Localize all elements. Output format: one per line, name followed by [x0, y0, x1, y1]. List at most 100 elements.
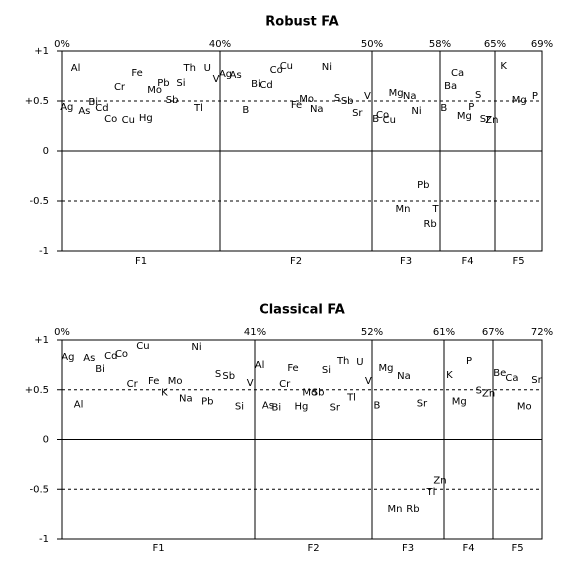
element-label: Cu: [122, 115, 135, 126]
element-label: As: [230, 70, 242, 81]
element-label: K: [161, 388, 168, 399]
element-label: Bi: [251, 79, 261, 90]
element-label: Hg: [294, 402, 308, 413]
factor-name: F3: [400, 256, 412, 267]
element-label: Rb: [423, 219, 436, 230]
y-tick-label: +0.5: [25, 385, 49, 396]
element-label: Ni: [322, 62, 332, 73]
element-label: Si: [322, 365, 331, 376]
element-label: Mo: [302, 388, 317, 399]
element-label: P: [466, 356, 472, 367]
element-label: Sb: [341, 96, 354, 107]
element-label: Cr: [279, 379, 291, 390]
element-label: Cd: [259, 80, 272, 91]
element-label: Ni: [191, 342, 201, 353]
factor-name: F2: [307, 543, 319, 554]
element-label: Na: [397, 371, 411, 382]
factor-name: F4: [461, 256, 473, 267]
variance-label: 50%: [361, 39, 383, 50]
element-label: Rb: [406, 504, 419, 515]
element-label: Bi: [271, 403, 281, 414]
variance-label: 61%: [433, 327, 455, 338]
y-tick-label: +1: [34, 46, 49, 57]
element-label: Cr: [127, 379, 139, 390]
element-label: Mn: [387, 504, 402, 515]
element-label: Sr: [330, 403, 341, 414]
element-label: P: [532, 91, 538, 102]
element-label: S: [334, 93, 340, 104]
y-tick-label: 0: [43, 146, 49, 157]
element-label: Pb: [201, 397, 213, 408]
factor-name: F5: [511, 543, 523, 554]
element-label: V: [364, 91, 371, 102]
element-label: B: [374, 401, 381, 412]
element-label: S: [475, 90, 481, 101]
element-label: Pb: [157, 78, 169, 89]
element-label: Sb: [222, 371, 235, 382]
factor-name: F1: [135, 256, 147, 267]
element-label: U: [356, 357, 363, 368]
element-label: Mg: [457, 111, 472, 122]
element-label: Fe: [287, 363, 298, 374]
plot-frame: [61, 50, 543, 252]
element-label: B: [372, 114, 379, 125]
y-tick-label: +1: [34, 335, 49, 346]
element-label: Co: [115, 349, 128, 360]
element-label: Co: [104, 114, 117, 125]
element-label: Zn: [433, 475, 446, 486]
element-label: Co: [270, 65, 283, 76]
y-tick-label: -0.5: [29, 484, 49, 495]
y-tick-label: +0.5: [25, 96, 49, 107]
variance-label: 72%: [531, 327, 553, 338]
element-label: As: [78, 106, 90, 117]
element-label: P: [468, 102, 474, 113]
element-label: K: [500, 61, 507, 72]
element-label: Mo: [168, 376, 183, 387]
element-label: Mg: [452, 397, 467, 408]
element-label: U: [204, 63, 211, 74]
element-label: Mg: [378, 363, 393, 374]
element-label: S: [476, 386, 482, 397]
element-label: Al: [71, 63, 81, 74]
element-label: Co: [376, 110, 389, 121]
element-label: Fe: [148, 376, 159, 387]
element-label: Ag: [60, 102, 73, 113]
variance-label: 65%: [484, 39, 506, 50]
element-label: V: [213, 74, 220, 85]
element-label: Cr: [114, 82, 126, 93]
element-label: Al: [74, 400, 84, 411]
element-label: Fe: [131, 68, 142, 79]
variance-label: 69%: [531, 39, 553, 50]
factor-name: F1: [152, 543, 164, 554]
element-label: Cu: [280, 61, 293, 72]
element-label: Zn: [485, 115, 498, 126]
element-label: Al: [255, 360, 265, 371]
variance-label: 58%: [429, 39, 451, 50]
element-label: B: [242, 105, 249, 116]
element-label: Na: [179, 394, 193, 405]
element-label: Tl: [426, 487, 436, 498]
y-tick-label: -1: [39, 246, 49, 257]
element-label: Tl: [346, 393, 356, 404]
element-label: Tl: [193, 103, 203, 114]
element-label: As: [262, 401, 274, 412]
element-label: Be: [493, 368, 506, 379]
factor-name: F2: [290, 256, 302, 267]
element-label: Hg: [139, 113, 153, 124]
factor-name: F5: [512, 256, 524, 267]
element-label: Ca: [451, 68, 464, 79]
element-label: Na: [310, 104, 324, 115]
element-label: Bi: [95, 364, 105, 375]
factor-name: F4: [462, 543, 474, 554]
element-label: Mg: [389, 88, 404, 99]
element-label: Sr: [352, 108, 363, 119]
variance-label: 0%: [54, 39, 70, 50]
y-tick-label: -1: [39, 534, 49, 545]
element-label: Ca: [505, 373, 518, 384]
y-tick-label: -0.5: [29, 196, 49, 207]
element-label: Mo: [517, 402, 532, 413]
element-label: Sr: [417, 399, 428, 410]
element-label: S: [215, 369, 221, 380]
